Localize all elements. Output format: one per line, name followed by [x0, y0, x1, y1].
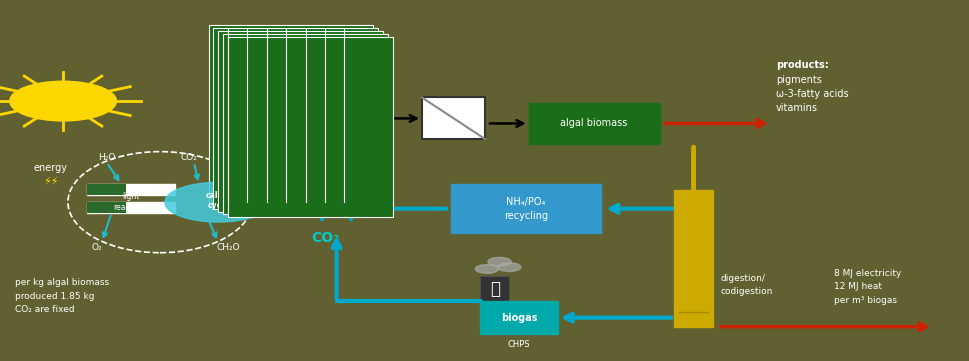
Text: calvin
cycle: calvin cycle: [205, 191, 231, 210]
FancyBboxPatch shape: [87, 184, 174, 195]
FancyBboxPatch shape: [451, 184, 601, 233]
Circle shape: [165, 182, 271, 222]
Text: products:: products:: [775, 60, 828, 70]
FancyBboxPatch shape: [528, 103, 659, 144]
FancyBboxPatch shape: [218, 31, 383, 212]
Text: H₂O: H₂O: [98, 153, 115, 161]
FancyBboxPatch shape: [673, 190, 712, 327]
Circle shape: [487, 257, 511, 266]
Text: CO₂: CO₂: [311, 231, 338, 245]
FancyBboxPatch shape: [87, 202, 174, 213]
FancyBboxPatch shape: [480, 301, 557, 334]
Circle shape: [497, 263, 520, 271]
Text: CO₂: CO₂: [180, 153, 198, 161]
Text: energy: energy: [33, 163, 68, 173]
FancyBboxPatch shape: [87, 184, 126, 195]
FancyBboxPatch shape: [228, 37, 392, 217]
Text: NH₄/PO₄
recycling: NH₄/PO₄ recycling: [503, 197, 547, 221]
Text: per kg algal biomass
produced 1.85 kg
CO₂ are fixed: per kg algal biomass produced 1.85 kg CO…: [15, 278, 109, 314]
Text: digestion/
codigestion: digestion/ codigestion: [720, 274, 772, 296]
Text: 8 MJ electricity
12 MJ heat
per m³ biogas: 8 MJ electricity 12 MJ heat per m³ bioga…: [833, 269, 900, 305]
Text: O₂: O₂: [92, 243, 102, 252]
FancyBboxPatch shape: [208, 25, 373, 206]
Text: biogas: biogas: [500, 313, 537, 323]
Circle shape: [10, 81, 116, 121]
Text: 🏭: 🏭: [489, 280, 499, 298]
FancyBboxPatch shape: [213, 28, 378, 209]
FancyBboxPatch shape: [87, 202, 126, 213]
Text: light
reactions: light reactions: [113, 192, 148, 212]
Text: pigments
ω-3-fatty acids
vitamins: pigments ω-3-fatty acids vitamins: [775, 75, 848, 113]
Text: CH₂O: CH₂O: [216, 243, 239, 252]
Text: ⚡⚡: ⚡⚡: [43, 177, 58, 187]
Circle shape: [475, 265, 498, 273]
FancyBboxPatch shape: [223, 34, 388, 214]
Text: algal biomass: algal biomass: [559, 118, 627, 129]
FancyBboxPatch shape: [480, 276, 509, 301]
Text: CHPS: CHPS: [507, 340, 530, 349]
FancyBboxPatch shape: [422, 97, 484, 139]
